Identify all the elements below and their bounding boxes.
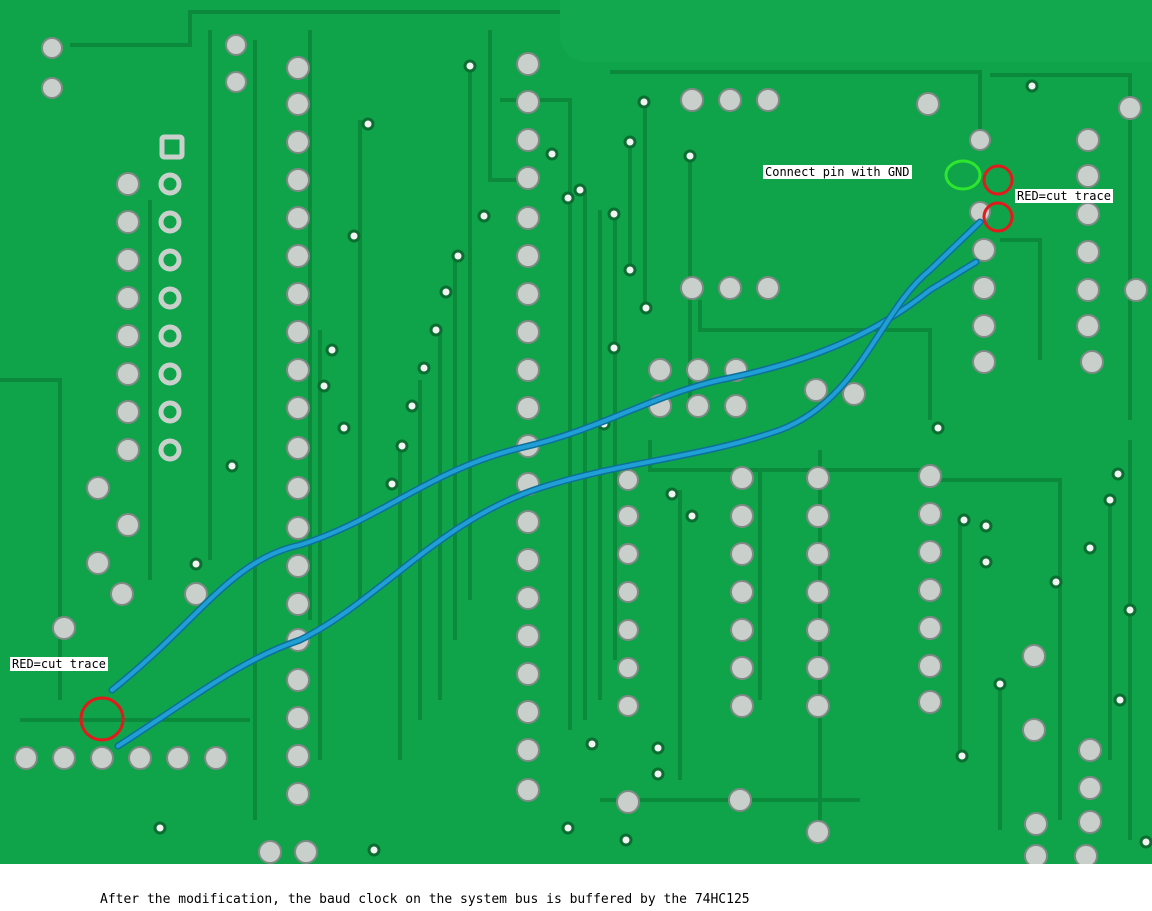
jumper-wires	[108, 218, 984, 750]
gnd-marker	[944, 159, 982, 191]
cut-marker-bottom	[79, 696, 125, 742]
pcb-photo: Connect pin with GND RED=cut trace RED=c…	[0, 0, 1152, 864]
board-edge-shading	[560, 0, 1152, 62]
gnd-annotation-label: Connect pin with GND	[763, 165, 912, 179]
cut-trace-label-top: RED=cut trace	[1015, 189, 1113, 203]
pcb-drawing	[0, 0, 1152, 864]
pcb-traces	[0, 10, 1132, 840]
cut-marker-top-2	[982, 201, 1014, 233]
cut-trace-label-bottom: RED=cut trace	[10, 657, 108, 671]
cut-marker-top-1	[982, 164, 1014, 196]
header-pads	[158, 134, 185, 462]
photo-caption: After the modification, the baud clock o…	[100, 892, 750, 907]
vias	[153, 59, 1152, 857]
